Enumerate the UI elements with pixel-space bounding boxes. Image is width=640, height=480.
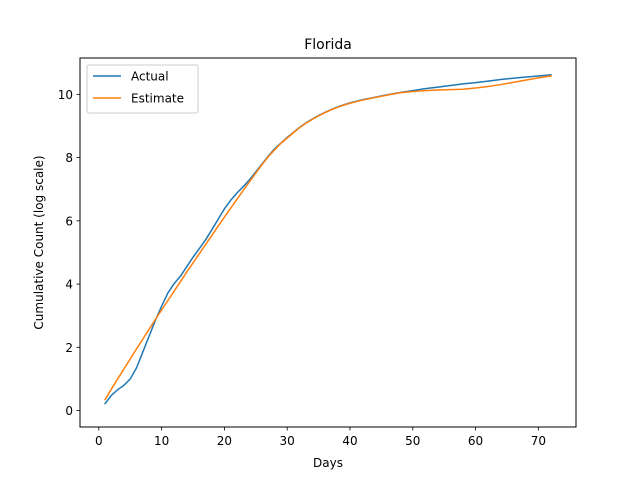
legend: Actual Estimate (86, 64, 199, 114)
x-axis-ticks: 0 10 20 30 40 50 60 70 (95, 427, 546, 448)
x-tick-label: 50 (405, 434, 420, 448)
y-tick-label: 4 (65, 278, 73, 292)
legend-label-actual: Actual (131, 70, 169, 84)
x-tick-label: 20 (217, 434, 232, 448)
chart-title: Florida (304, 37, 352, 53)
legend-label-estimate: Estimate (131, 92, 184, 106)
y-axis-ticks: 0 2 4 6 8 10 (58, 88, 80, 418)
x-tick-label: 30 (280, 434, 295, 448)
legend-box (86, 64, 199, 114)
x-tick-label: 40 (342, 434, 357, 448)
y-tick-label: 2 (65, 341, 73, 355)
y-axis-label: Cumulative Count (log scale) (32, 155, 46, 329)
x-tick-label: 60 (468, 434, 483, 448)
x-axis-label: Days (313, 456, 343, 470)
y-tick-label: 10 (58, 88, 73, 102)
y-tick-label: 0 (65, 404, 73, 418)
plot-frame (79, 57, 577, 428)
y-tick-label: 8 (65, 151, 73, 165)
x-tick-label: 0 (95, 434, 103, 448)
x-tick-label: 10 (154, 434, 169, 448)
series-line-estimate (104, 75, 552, 401)
x-tick-label: 70 (531, 434, 546, 448)
y-tick-label: 6 (65, 214, 73, 228)
plot-series-layer (104, 73, 552, 405)
